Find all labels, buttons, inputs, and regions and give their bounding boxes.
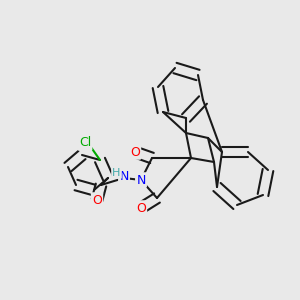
Text: Cl: Cl [79,136,91,149]
Text: N: N [136,173,146,187]
Text: O: O [92,194,102,206]
Text: H: H [112,168,121,178]
Text: N: N [119,170,129,183]
Text: O: O [130,146,140,158]
Text: O: O [136,202,146,214]
